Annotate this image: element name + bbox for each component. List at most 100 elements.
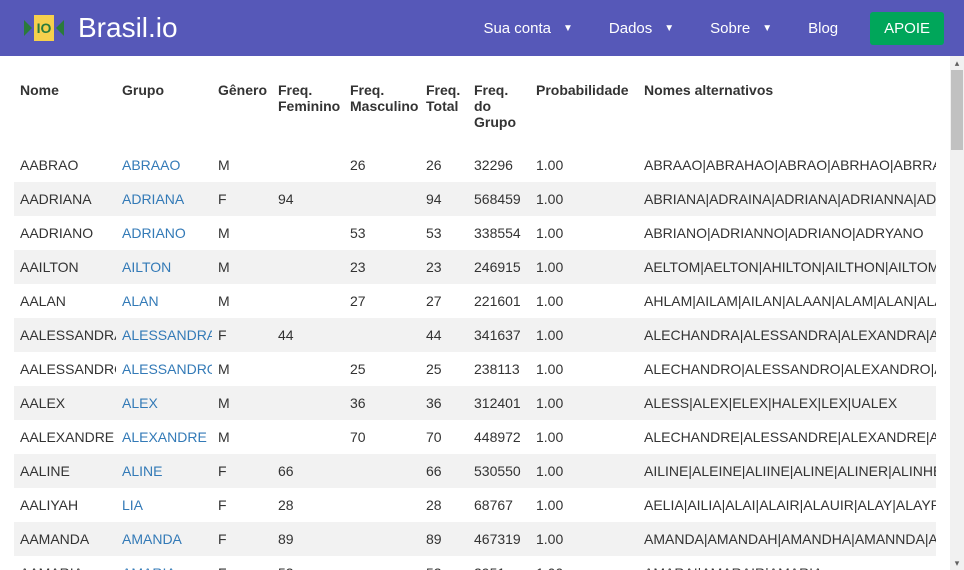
header-freq-total[interactable]: Freq. Total — [420, 74, 468, 148]
cell-grupo-link[interactable]: ALESSANDRO — [122, 361, 212, 377]
cell-nomes-alternativos: AILINE|ALEINE|ALIINE|ALINE|ALINER|ALINHE… — [638, 454, 936, 488]
cell-nomes-alternativos: ABRAAO|ABRAHAO|ABRAO|ABRHAO|ABRRAO|ADF — [638, 148, 936, 182]
cell-freq-feminino: 44 — [272, 318, 344, 352]
cell-nome: AAILTON — [14, 250, 116, 284]
cell-freq-masculino — [344, 488, 420, 522]
scroll-thumb[interactable] — [951, 70, 963, 150]
cell-grupo[interactable]: ABRAAO — [116, 148, 212, 182]
cell-freq-total: 25 — [420, 352, 468, 386]
nav-items: Sua conta▼Dados▼Sobre▼Blog — [465, 0, 856, 56]
header-nomes-alternativos[interactable]: Nomes alternativos — [638, 74, 936, 148]
nav-item-dados[interactable]: Dados▼ — [591, 0, 692, 56]
header-freq-masculino[interactable]: Freq. Masculino — [344, 74, 420, 148]
header-probabilidade[interactable]: Probabilidade — [530, 74, 638, 148]
nav-item-label: Sobre — [710, 20, 750, 37]
cell-freq-grupo: 246915 — [468, 250, 530, 284]
cell-freq-masculino: 27 — [344, 284, 420, 318]
cell-probabilidade: 1.00 — [530, 318, 638, 352]
table-row: AALEXANDREALEXANDREM70704489721.00ALECHA… — [14, 420, 936, 454]
cell-grupo-link[interactable]: ALINE — [122, 463, 162, 479]
cell-probabilidade: 1.00 — [530, 420, 638, 454]
cell-nomes-alternativos: ABRIANO|ADRIANNO|ADRIANO|ADRYANO — [638, 216, 936, 250]
cell-genero: M — [212, 216, 272, 250]
cell-grupo-link[interactable]: ALESSANDRA — [122, 327, 212, 343]
table-row: AADRIANOADRIANOM53533385541.00ABRIANO|AD… — [14, 216, 936, 250]
svg-text:IO: IO — [37, 20, 52, 36]
cell-genero: M — [212, 352, 272, 386]
cell-freq-feminino: 66 — [272, 454, 344, 488]
table-row: AALEXALEXM36363124011.00ALESS|ALEX|ELEX|… — [14, 386, 936, 420]
nav-item-blog[interactable]: Blog — [790, 0, 856, 56]
cell-genero: M — [212, 284, 272, 318]
vertical-scrollbar[interactable]: ▴ ▾ — [950, 56, 964, 570]
table-row: AALANALANM27272216011.00AHLAM|AILAM|AILA… — [14, 284, 936, 318]
cell-freq-feminino — [272, 250, 344, 284]
cell-freq-total: 44 — [420, 318, 468, 352]
cell-freq-grupo: 448972 — [468, 420, 530, 454]
cell-genero: M — [212, 420, 272, 454]
table-body: AABRAOABRAAOM2626322961.00ABRAAO|ABRAHAO… — [14, 148, 936, 570]
cell-grupo[interactable]: ADRIANO — [116, 216, 212, 250]
cell-grupo-link[interactable]: ALAN — [122, 293, 159, 309]
cell-grupo[interactable]: ALESSANDRA — [116, 318, 212, 352]
header-genero[interactable]: Gênero — [212, 74, 272, 148]
nav-item-sua-conta[interactable]: Sua conta▼ — [465, 0, 590, 56]
table-row: AALESSANDROALESSANDROM25252381131.00ALEC… — [14, 352, 936, 386]
nav-item-sobre[interactable]: Sobre▼ — [692, 0, 790, 56]
cell-grupo[interactable]: AILTON — [116, 250, 212, 284]
cell-nome: AAMARIA — [14, 556, 116, 570]
cell-grupo-link[interactable]: LIA — [122, 497, 143, 513]
cell-nomes-alternativos: ALECHANDRO|ALESSANDRO|ALEXANDRO|ALEXSS — [638, 352, 936, 386]
cell-nomes-alternativos: ALECHANDRE|ALESSANDRE|ALEXANDRE|ALEXAN — [638, 420, 936, 454]
cell-grupo[interactable]: LIA — [116, 488, 212, 522]
cell-probabilidade: 1.00 — [530, 182, 638, 216]
table-header-row: Nome Grupo Gênero Freq. Feminino Freq. M… — [14, 74, 936, 148]
cell-grupo-link[interactable]: AMANDA — [122, 531, 182, 547]
header-freq-feminino[interactable]: Freq. Feminino — [272, 74, 344, 148]
cell-genero: M — [212, 386, 272, 420]
cell-grupo-link[interactable]: ADRIANO — [122, 225, 186, 241]
cell-grupo[interactable]: ALINE — [116, 454, 212, 488]
cell-probabilidade: 1.00 — [530, 250, 638, 284]
cell-grupo-link[interactable]: ABRAAO — [122, 157, 180, 173]
header-grupo[interactable]: Grupo — [116, 74, 212, 148]
cell-freq-feminino — [272, 216, 344, 250]
apoie-button[interactable]: APOIE — [870, 12, 944, 45]
cell-grupo[interactable]: ALEX — [116, 386, 212, 420]
cell-nome: AALAN — [14, 284, 116, 318]
cell-grupo[interactable]: AMANDA — [116, 522, 212, 556]
cell-freq-masculino: 70 — [344, 420, 420, 454]
cell-genero: F — [212, 182, 272, 216]
cell-freq-grupo: 312401 — [468, 386, 530, 420]
cell-grupo-link[interactable]: ADRIANA — [122, 191, 184, 207]
cell-freq-masculino: 53 — [344, 216, 420, 250]
cell-genero: M — [212, 148, 272, 182]
cell-grupo[interactable]: ALAN — [116, 284, 212, 318]
cell-grupo[interactable]: ADRIANA — [116, 182, 212, 216]
header-freq-grupo[interactable]: Freq. do Grupo — [468, 74, 530, 148]
cell-grupo-link[interactable]: AMARIA — [122, 565, 176, 570]
cell-freq-grupo: 2951 — [468, 556, 530, 570]
cell-grupo[interactable]: AMARIA — [116, 556, 212, 570]
brand[interactable]: IO Brasil.io — [20, 11, 465, 45]
header-nome[interactable]: Nome — [14, 74, 116, 148]
cell-grupo-link[interactable]: AILTON — [122, 259, 171, 275]
cell-freq-feminino: 28 — [272, 488, 344, 522]
cell-nome: AALESSANDRO — [14, 352, 116, 386]
cell-probabilidade: 1.00 — [530, 522, 638, 556]
scroll-down-icon[interactable]: ▾ — [950, 556, 964, 570]
cell-freq-feminino — [272, 420, 344, 454]
navbar: IO Brasil.io Sua conta▼Dados▼Sobre▼Blog … — [0, 0, 964, 56]
cell-freq-masculino — [344, 522, 420, 556]
cell-grupo-link[interactable]: ALEX — [122, 395, 158, 411]
cell-genero: F — [212, 318, 272, 352]
scroll-up-icon[interactable]: ▴ — [950, 56, 964, 70]
cell-grupo[interactable]: ALEXANDRE — [116, 420, 212, 454]
cell-grupo[interactable]: ALESSANDRO — [116, 352, 212, 386]
table-row: AALESSANDRAALESSANDRAF44443416371.00ALEC… — [14, 318, 936, 352]
cell-probabilidade: 1.00 — [530, 488, 638, 522]
cell-genero: F — [212, 488, 272, 522]
cell-nome: AALEX — [14, 386, 116, 420]
cell-grupo-link[interactable]: ALEXANDRE — [122, 429, 207, 445]
cell-freq-grupo: 221601 — [468, 284, 530, 318]
